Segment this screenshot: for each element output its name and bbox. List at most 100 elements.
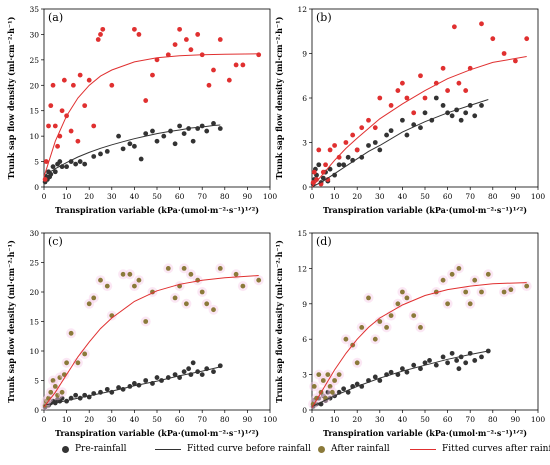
data-point (240, 283, 246, 289)
data-point (479, 354, 484, 360)
data-point (52, 384, 58, 389)
legend-fitted-after: Fitted curves after rainfall (410, 444, 550, 454)
data-point (440, 277, 446, 283)
data-point (325, 372, 331, 377)
x-tick-label: 10 (62, 192, 72, 201)
data-point (422, 95, 428, 101)
y-tick-label: 15 (297, 229, 307, 238)
x-tick-label: 90 (511, 192, 521, 201)
data-point (50, 164, 56, 170)
data-point (57, 159, 63, 164)
x-tick-label: 90 (243, 415, 253, 424)
x-tick-label: 80 (220, 415, 230, 424)
legend-pre-rainfall-label: Pre-rainfall (75, 444, 127, 454)
data-point (181, 369, 187, 375)
data-point (64, 164, 69, 170)
chart-panel-1: 0 10 20 30 40 50 60 70 80 90 100 0 3 6 9 12 (b) Transpira… (274, 5, 545, 215)
data-point (91, 123, 97, 129)
data-point (479, 103, 484, 108)
data-point (524, 283, 530, 289)
data-point (325, 389, 331, 395)
data-point (70, 82, 76, 88)
data-point (61, 77, 67, 83)
x-tick-label: 80 (220, 192, 230, 201)
data-point (327, 147, 333, 153)
x-tick-label: 20 (352, 415, 362, 424)
data-point (204, 301, 210, 307)
data-point (422, 360, 428, 366)
data-point (463, 88, 469, 93)
data-point (451, 24, 457, 30)
data-point (165, 52, 171, 58)
data-point (91, 295, 97, 301)
panel-label: (a) (48, 11, 63, 24)
data-point (161, 133, 167, 139)
data-point (354, 147, 360, 153)
data-point (336, 162, 342, 168)
data-point (411, 110, 417, 116)
data-point (329, 389, 335, 395)
data-point (372, 336, 378, 342)
data-point (77, 159, 83, 164)
data-point (366, 117, 371, 123)
legend-fitted-before: Fitted curve before rainfall (155, 444, 311, 454)
data-point (411, 313, 417, 318)
data-point (384, 325, 389, 330)
data-point (127, 271, 133, 277)
data-point (320, 175, 326, 181)
data-point (400, 80, 405, 86)
legend: Pre-rainfall Fitted curve before rainfal… (0, 440, 550, 462)
data-point (233, 62, 239, 68)
data-point (104, 386, 110, 392)
data-point (120, 271, 126, 277)
x-tick-label: 80 (488, 415, 498, 424)
panel-label: (c) (48, 235, 63, 248)
data-point (52, 123, 58, 129)
data-point (143, 378, 149, 383)
legend-after-rainfall: After rainfall (318, 444, 390, 454)
data-point (217, 126, 223, 131)
data-point (204, 128, 210, 134)
x-tick-label: 10 (330, 192, 340, 201)
legend-pre-rainfall-marker (62, 445, 69, 453)
data-point (211, 121, 216, 126)
data-point (388, 103, 394, 108)
y-tick-label: 9 (302, 50, 307, 59)
y-tick-label: 30 (29, 30, 39, 39)
data-point (59, 395, 65, 401)
data-point (206, 82, 212, 88)
data-point (150, 72, 155, 78)
x-tick-label: 30 (107, 415, 117, 424)
data-point (73, 161, 79, 167)
data-point (86, 77, 92, 83)
data-point (350, 132, 356, 138)
data-point (199, 372, 205, 377)
data-point (388, 369, 394, 375)
data-point (59, 108, 65, 114)
data-point (132, 143, 137, 149)
data-point (501, 289, 507, 295)
data-point (343, 140, 349, 145)
data-point (400, 366, 405, 372)
data-point (98, 151, 103, 157)
y-tick-label: 15 (29, 107, 39, 116)
data-point (172, 141, 178, 147)
data-point (77, 72, 83, 78)
data-point (199, 289, 205, 295)
x-tick-label: 70 (465, 192, 475, 201)
data-point (186, 366, 192, 372)
fitted-curve-3 (311, 56, 527, 188)
y-tick-label: 0 (302, 406, 307, 415)
data-point (479, 21, 484, 27)
data-point (120, 146, 126, 152)
data-point (86, 301, 92, 307)
x-tick-label: 20 (352, 192, 362, 201)
x-tick-label: 20 (84, 415, 94, 424)
data-point (463, 289, 469, 295)
data-point (172, 372, 178, 377)
data-point (104, 149, 110, 154)
y-tick-label: 30 (29, 229, 39, 238)
y-tick-label: 12 (297, 5, 307, 14)
chart-panel-3: 0 10 20 30 40 50 60 70 80 90 100 0 3 6 9 12 15 (d) Transpi… (274, 229, 545, 438)
data-point (226, 77, 232, 83)
